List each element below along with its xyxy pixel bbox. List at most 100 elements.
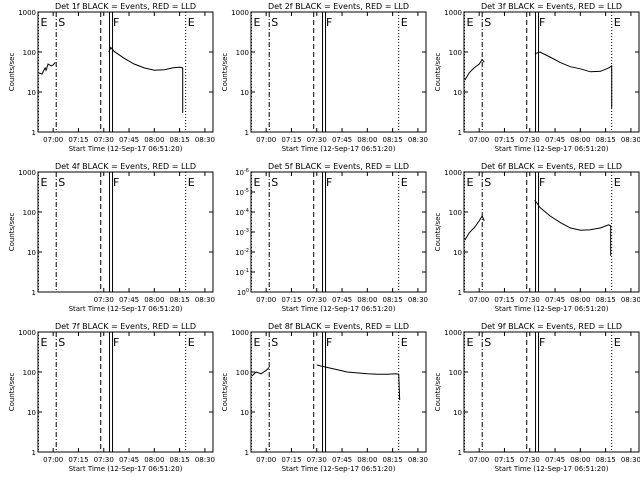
x-axis-label: Start Time (12-Sep-17 06:51:20): [69, 145, 183, 153]
y-tick-label: 100: [449, 49, 462, 57]
x-tick-label: 08:00: [144, 456, 164, 464]
marker-label: S: [58, 176, 65, 189]
x-tick-label: 08:15: [170, 296, 190, 304]
y-tick-label: 100: [449, 209, 462, 217]
y-tick-label: 1: [458, 129, 462, 137]
plot-frame: [37, 11, 214, 133]
marker-label: F: [539, 16, 545, 29]
marker-label: S: [484, 16, 491, 29]
x-axis-label: Start Time (12-Sep-17 06:51:20): [282, 465, 396, 473]
y-tick-label: 1000: [444, 169, 462, 177]
x-tick-label: 07:15: [281, 136, 301, 144]
x-tick-label: 07:15: [281, 456, 301, 464]
x-tick-label: 08:15: [596, 296, 616, 304]
y-tick-label: 10-1: [235, 268, 249, 277]
y-tick-exponent: -3: [244, 228, 249, 234]
plot-frame: [250, 171, 427, 293]
panel-title: Det 6f BLACK = Events, RED = LLD: [481, 162, 622, 171]
marker-label: E: [188, 176, 195, 189]
x-tick-label: 07:30: [520, 136, 540, 144]
marker-label: F: [326, 16, 332, 29]
x-tick-label: 08:00: [357, 296, 377, 304]
marker-label: E: [467, 336, 474, 349]
x-tick-label: 08:00: [570, 136, 590, 144]
marker-label: S: [484, 336, 491, 349]
detector-panel: Det 3f BLACK = Events, RED = LLD 1 10 100 10…: [434, 2, 640, 153]
x-tick-label: 08:15: [383, 136, 403, 144]
x-tick-label: 07:45: [545, 296, 565, 304]
x-tick-label: 07:30: [520, 296, 540, 304]
x-tick-label: 07:30: [520, 456, 540, 464]
y-tick-label: 10: [453, 89, 462, 97]
y-tick-label: 100: [237, 288, 249, 297]
x-tick-label: 08:30: [408, 136, 428, 144]
marker-label: E: [401, 16, 408, 29]
x-tick-label: 08:30: [621, 136, 640, 144]
x-tick-label: 08:15: [383, 296, 403, 304]
x-tick-label: 07:15: [494, 296, 514, 304]
x-tick-label: 07:30: [307, 296, 327, 304]
x-tick-label: 07:15: [68, 456, 88, 464]
plot-frame: [37, 171, 214, 293]
count-rate-line: [38, 62, 56, 75]
y-axis-label: Counts/sec: [8, 53, 16, 92]
x-tick-label: 07:00: [256, 296, 276, 304]
marker-label: S: [58, 336, 65, 349]
panel-title: Det 7f BLACK = Events, RED = LLD: [55, 322, 196, 331]
y-tick-label: 1000: [18, 169, 36, 177]
y-tick-label: 10-3: [235, 228, 249, 237]
y-tick-exponent: -4: [244, 208, 249, 214]
marker-label: S: [58, 16, 65, 29]
y-axis-label: Counts/sec: [434, 373, 442, 412]
panel-title: Det 4f BLACK = Events, RED = LLD: [55, 162, 196, 171]
panel-title: Det 1f BLACK = Events, RED = LLD: [55, 2, 196, 11]
y-tick-label: 10: [27, 89, 36, 97]
x-tick-label: 07:00: [256, 456, 276, 464]
y-tick-label: 10-4: [235, 208, 249, 217]
x-tick-label: 07:45: [119, 136, 139, 144]
y-tick-label: 100: [236, 369, 249, 377]
x-tick-label: 07:00: [469, 456, 489, 464]
plot-frame: [250, 11, 427, 133]
x-tick-label: 07:15: [494, 136, 514, 144]
y-tick-exponent: -6: [244, 168, 249, 174]
y-axis-label: Counts/sec: [8, 213, 16, 252]
marker-label: E: [41, 16, 48, 29]
x-tick-label: 08:00: [570, 456, 590, 464]
y-tick-label: 1: [32, 449, 36, 457]
x-tick-label: 07:00: [469, 296, 489, 304]
x-tick-label: 07:00: [469, 136, 489, 144]
x-tick-label: 08:30: [195, 136, 215, 144]
marker-label: E: [401, 336, 408, 349]
marker-label: F: [113, 176, 119, 189]
marker-label: S: [484, 176, 491, 189]
x-tick-label: 07:30: [94, 136, 114, 144]
x-tick-label: 07:30: [307, 456, 327, 464]
count-rate-line: [316, 364, 401, 401]
y-tick-label: 1: [32, 289, 36, 297]
plot-frame: [463, 331, 640, 453]
y-tick-label: 100: [23, 49, 36, 57]
marker-label: E: [614, 16, 621, 29]
x-tick-label: 07:15: [281, 296, 301, 304]
y-tick-label: 1000: [231, 329, 249, 337]
marker-label: S: [271, 176, 278, 189]
detector-panel: Det 2f BLACK = Events, RED = LLD 1 10 100 10…: [221, 2, 428, 153]
marker-label: F: [326, 176, 332, 189]
x-tick-label: 08:15: [596, 456, 616, 464]
panel-title: Det 3f BLACK = Events, RED = LLD: [481, 2, 622, 11]
x-axis-label: Start Time (12-Sep-17 06:51:20): [282, 305, 396, 313]
y-tick-label: 1000: [444, 329, 462, 337]
x-tick-label: 08:30: [195, 456, 215, 464]
detector-panel: Det 7f BLACK = Events, RED = LLD 1 10 100 10…: [8, 322, 215, 473]
x-tick-label: 08:30: [408, 296, 428, 304]
panel-title: Det 9f BLACK = Events, RED = LLD: [481, 322, 622, 331]
x-tick-label: 08:00: [357, 456, 377, 464]
x-axis-label: Start Time (12-Sep-17 06:51:20): [69, 465, 183, 473]
y-tick-label: 100: [23, 369, 36, 377]
y-tick-label: 10-2: [235, 248, 249, 257]
marker-label: E: [467, 176, 474, 189]
marker-label: E: [614, 336, 621, 349]
x-tick-label: 07:45: [332, 136, 352, 144]
